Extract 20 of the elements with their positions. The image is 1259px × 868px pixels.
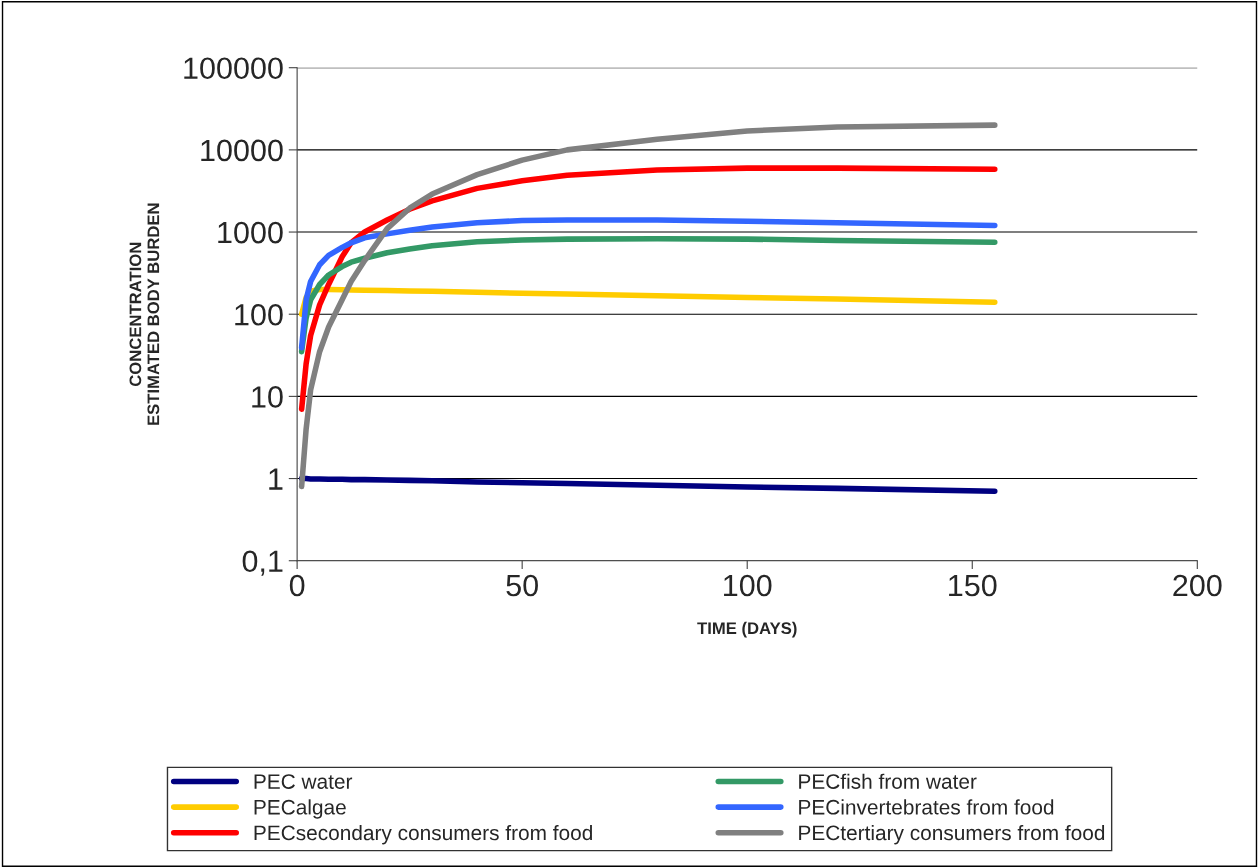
- legend-label: PECtertiary consumers from food: [799, 824, 1105, 845]
- x-tick-label: 100: [724, 574, 772, 597]
- x-tick-label: 150: [949, 574, 997, 597]
- y-tick-label: 1: [269, 468, 283, 490]
- y-axis-title: CONCENTRATION ESTIMATED BODY BURDEN: [129, 203, 160, 425]
- legend-label: PECinvertebrates from food: [799, 799, 1054, 815]
- legend-label: PEC water: [254, 774, 353, 789]
- x-tick-label: 200: [1173, 574, 1222, 597]
- y-tick-label: 10000: [201, 139, 283, 162]
- x-axis-title: TIME (DAYS): [697, 621, 797, 638]
- legend-label: PECalgae: [254, 799, 346, 819]
- x-tick-label: 50: [506, 574, 538, 597]
- y-tick-label: 10: [252, 386, 283, 408]
- legend-label: PECfish from water: [799, 773, 977, 789]
- y-tick-label: 0,1: [242, 550, 283, 576]
- y-tick-label: 100: [235, 303, 283, 326]
- x-tick-label: 0: [289, 574, 305, 597]
- legend-label: PECsecondary consumers from food: [254, 824, 592, 845]
- y-tick-label: 100000: [184, 57, 283, 80]
- y-tick-label: 1000: [218, 221, 283, 244]
